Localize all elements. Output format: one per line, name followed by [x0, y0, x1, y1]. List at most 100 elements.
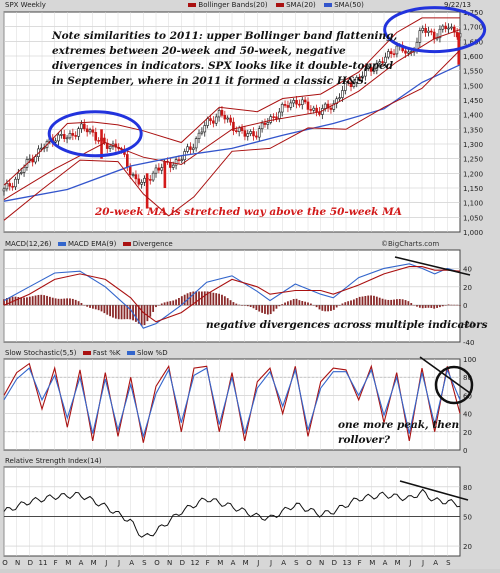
candle-body [189, 146, 192, 150]
candle-body [378, 61, 381, 64]
main-annotation-line: in September, where in 2011 it formed a … [52, 75, 368, 87]
candle-body [85, 128, 89, 133]
divergence-bar [63, 298, 66, 306]
divergence-bar [155, 305, 157, 308]
candle-spike [163, 161, 167, 188]
divergence-bar [195, 291, 198, 306]
divergence-bar [3, 299, 5, 306]
candle-body [83, 123, 86, 130]
divergence-bar [252, 305, 255, 309]
sma20-legend-label: SMA(20) [286, 1, 316, 9]
candle-body [169, 162, 172, 168]
divergence-bar [450, 304, 453, 306]
candle-spike [145, 173, 149, 209]
highlight-ellipse-2011 [47, 110, 143, 158]
main-annotation-line: extremes between 20-week and 50-week, ne… [52, 45, 346, 57]
x-tick-label: O [2, 559, 8, 567]
candle-body [62, 134, 66, 139]
divergence-bar [295, 298, 298, 306]
x-tick-label: S [446, 559, 451, 567]
bigcharts-credit: ©BigCharts.com [381, 240, 440, 248]
candle-body [243, 130, 247, 137]
divergence-bar [212, 292, 215, 306]
y-tick-label: 1,750 [463, 9, 483, 17]
candle-body [148, 179, 152, 181]
x-tick-label: J [256, 559, 259, 567]
divergence-bar [189, 292, 192, 306]
x-tick-label: J [421, 559, 424, 567]
divergence-bar [436, 305, 438, 308]
divergence-bar [109, 305, 112, 317]
divergence-bar [172, 300, 175, 306]
x-tick-label: N [167, 559, 172, 567]
candle-body [438, 28, 442, 39]
candle-body [407, 51, 410, 54]
candle-body [197, 132, 201, 139]
divergence-bar [272, 305, 275, 312]
macd-legend: MACD(12,26) MACD EMA(9) Divergence [5, 240, 173, 248]
divergence-bar [232, 302, 235, 306]
candle-body [280, 104, 284, 113]
divergence-bar [215, 293, 218, 306]
candle-body [194, 138, 198, 149]
divergence-bar [269, 305, 272, 315]
macd-line-macd [3, 263, 461, 329]
candle-body [60, 134, 63, 136]
divergence-bar [140, 305, 143, 326]
divergence-bar [157, 305, 160, 306]
y-tick-label: 1,050 [463, 214, 483, 222]
divergence-bar [203, 291, 206, 306]
divergence-bar [221, 294, 223, 306]
candle-body [275, 116, 278, 119]
divergence-bar [126, 305, 129, 320]
divergence-bar [100, 305, 103, 312]
divergence-bar [266, 305, 269, 315]
divergence-bar [246, 305, 249, 307]
candle-body [212, 120, 215, 124]
divergence-bar [433, 305, 436, 309]
y-tick-label: 1,000 [463, 229, 483, 237]
divergence-bar [421, 305, 424, 309]
divergence-bar [14, 296, 17, 306]
candle-body [366, 66, 370, 70]
candle-body [447, 27, 450, 30]
candle-body [94, 132, 98, 141]
divergence-bar [241, 305, 243, 306]
candle-body [295, 100, 298, 105]
divergence-bar [289, 300, 292, 306]
rsi-title: Relative Strength Index(14) [5, 457, 102, 465]
stoch-line-slow-d [3, 367, 461, 439]
divergence-bar [238, 304, 241, 306]
y-tick-label: 1,600 [463, 53, 483, 61]
fastk-swatch [82, 351, 91, 355]
x-tick-label: D [332, 559, 337, 567]
candle-body [65, 137, 69, 140]
candle-body [77, 128, 80, 137]
slowd-swatch [126, 351, 135, 355]
candle-body [232, 121, 235, 131]
candle-body [255, 135, 258, 138]
candle-body [71, 133, 75, 136]
divergence-bar [332, 305, 335, 310]
candle-body [80, 123, 83, 129]
divergence-bar [28, 296, 31, 306]
x-tick-label: N [15, 559, 20, 567]
x-tick-label: J [104, 559, 107, 567]
x-tick-label: O [306, 559, 312, 567]
divergence-bar [301, 301, 304, 306]
divergence-bar [456, 304, 459, 306]
divergence-bar [358, 296, 361, 306]
candle-body [180, 159, 184, 162]
divergence-bar [229, 300, 232, 306]
candle-body [17, 172, 20, 180]
candle-body [140, 182, 143, 185]
stoch-trendline [419, 356, 471, 394]
divergence-bar [169, 301, 172, 306]
divergence-bar [298, 300, 301, 306]
candle-body [421, 27, 425, 31]
y-tick-label: 20 [463, 429, 472, 437]
y-tick-label: 1,200 [463, 170, 483, 178]
x-tick-label: D [28, 559, 33, 567]
divergence-bar [123, 305, 126, 320]
candle-body [209, 118, 212, 122]
